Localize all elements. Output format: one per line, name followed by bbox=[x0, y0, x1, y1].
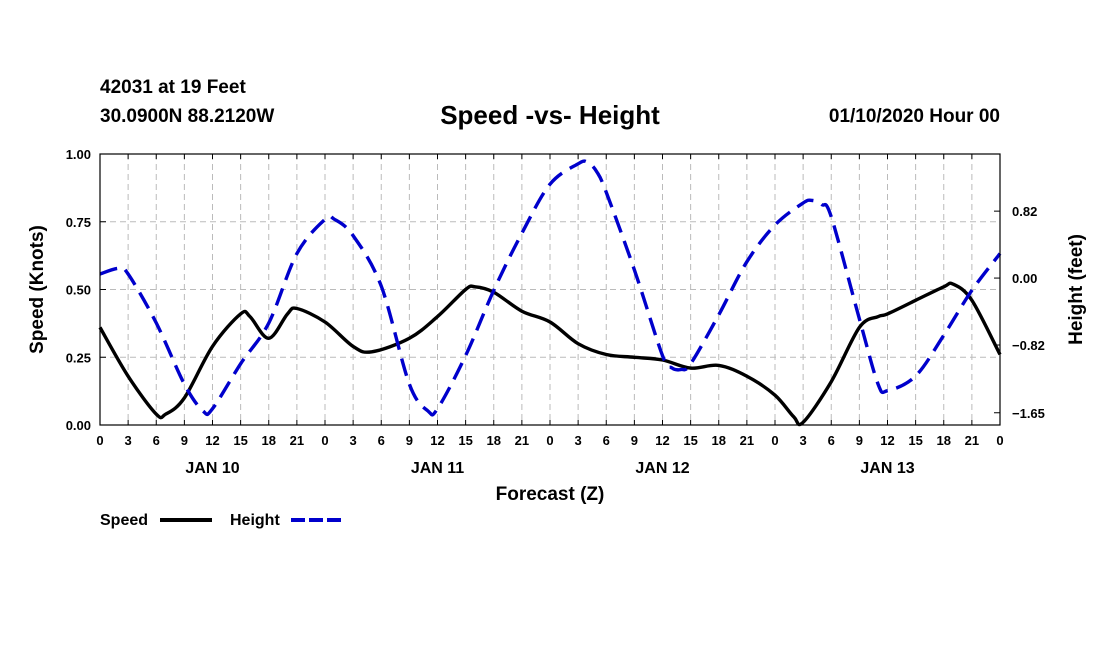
x-tick-label: 6 bbox=[828, 433, 835, 448]
y2-tick-label: −1.65 bbox=[1012, 406, 1045, 421]
x-tick-label: 12 bbox=[655, 433, 669, 448]
x-tick-label: 15 bbox=[908, 433, 922, 448]
x-tick-label: 0 bbox=[996, 433, 1003, 448]
x-tick-label: 21 bbox=[740, 433, 754, 448]
x-tick-label: 6 bbox=[378, 433, 385, 448]
x-tick-label: 3 bbox=[125, 433, 132, 448]
coordinates-label: 30.0900N 88.2120W bbox=[100, 106, 275, 127]
x-tick-label: 12 bbox=[205, 433, 219, 448]
axis-label-layer: Forecast (Z) Speed (Knots) Height (feet) bbox=[27, 225, 1087, 505]
forecast-date-label: 01/10/2020 Hour 00 bbox=[828, 106, 1000, 127]
grid-layer bbox=[100, 154, 1000, 425]
x-tick-label: 15 bbox=[683, 433, 697, 448]
y-tick-label: 0.75 bbox=[66, 215, 91, 230]
y2-tick-label: 0.82 bbox=[1012, 204, 1037, 219]
x-tick-label: 18 bbox=[262, 433, 276, 448]
x-tick-label: 21 bbox=[515, 433, 529, 448]
x-tick-label: 0 bbox=[771, 433, 778, 448]
x-tick-label: 9 bbox=[406, 433, 413, 448]
y2-tick-label: −0.82 bbox=[1012, 338, 1045, 353]
x-tick-label: 0 bbox=[96, 433, 103, 448]
y-tick-label: 0.25 bbox=[66, 350, 91, 365]
day-label: JAN 12 bbox=[635, 460, 689, 477]
x-tick-label: 12 bbox=[880, 433, 894, 448]
x-tick-label: 9 bbox=[856, 433, 863, 448]
day-label: JAN 10 bbox=[185, 460, 239, 477]
day-label: JAN 13 bbox=[860, 460, 914, 477]
x-tick-label: 0 bbox=[546, 433, 553, 448]
chart-title: Speed -vs- Height bbox=[440, 100, 660, 130]
day-label: JAN 11 bbox=[411, 460, 464, 477]
x-tick-label: 6 bbox=[153, 433, 160, 448]
y2-axis-title: Height (feet) bbox=[1066, 234, 1087, 345]
x-tick-label: 21 bbox=[290, 433, 304, 448]
x-tick-label: 3 bbox=[575, 433, 582, 448]
tick-layer: 0 3 6 9 12 15 18 21 0 3 6 9 12 15 18 21 0 3 6 9 12 15 18 21 0 3 6 9… bbox=[66, 147, 1045, 477]
y2-tick-label: 0.00 bbox=[1012, 271, 1037, 286]
series-line-height bbox=[99, 159, 1002, 417]
legend-label-height: Height bbox=[230, 512, 280, 529]
x-tick-label: 18 bbox=[712, 433, 726, 448]
y-axis-title: Speed (Knots) bbox=[27, 225, 48, 354]
x-tick-label: 18 bbox=[937, 433, 951, 448]
x-tick-label: 9 bbox=[631, 433, 638, 448]
station-label: 42031 at 19 Feet bbox=[100, 77, 246, 98]
series-line-speed bbox=[98, 281, 1002, 427]
x-tick-label: 0 bbox=[321, 433, 328, 448]
y-tick-label: 1.00 bbox=[66, 147, 91, 162]
x-tick-label: 12 bbox=[430, 433, 444, 448]
y-tick-label: 0.00 bbox=[66, 418, 91, 433]
x-tick-label: 3 bbox=[800, 433, 807, 448]
series-layer bbox=[98, 159, 1002, 427]
x-tick-label: 9 bbox=[181, 433, 188, 448]
x-tick-label: 18 bbox=[487, 433, 501, 448]
legend-label-speed: Speed bbox=[100, 512, 148, 529]
x-tick-label: 15 bbox=[458, 433, 472, 448]
legend: Speed Height bbox=[100, 512, 343, 529]
y-tick-label: 0.50 bbox=[66, 283, 91, 298]
x-tick-label: 6 bbox=[603, 433, 610, 448]
x-tick-label: 3 bbox=[350, 433, 357, 448]
x-tick-label: 15 bbox=[233, 433, 247, 448]
x-tick-label: 21 bbox=[965, 433, 979, 448]
x-axis-title: Forecast (Z) bbox=[496, 484, 605, 505]
